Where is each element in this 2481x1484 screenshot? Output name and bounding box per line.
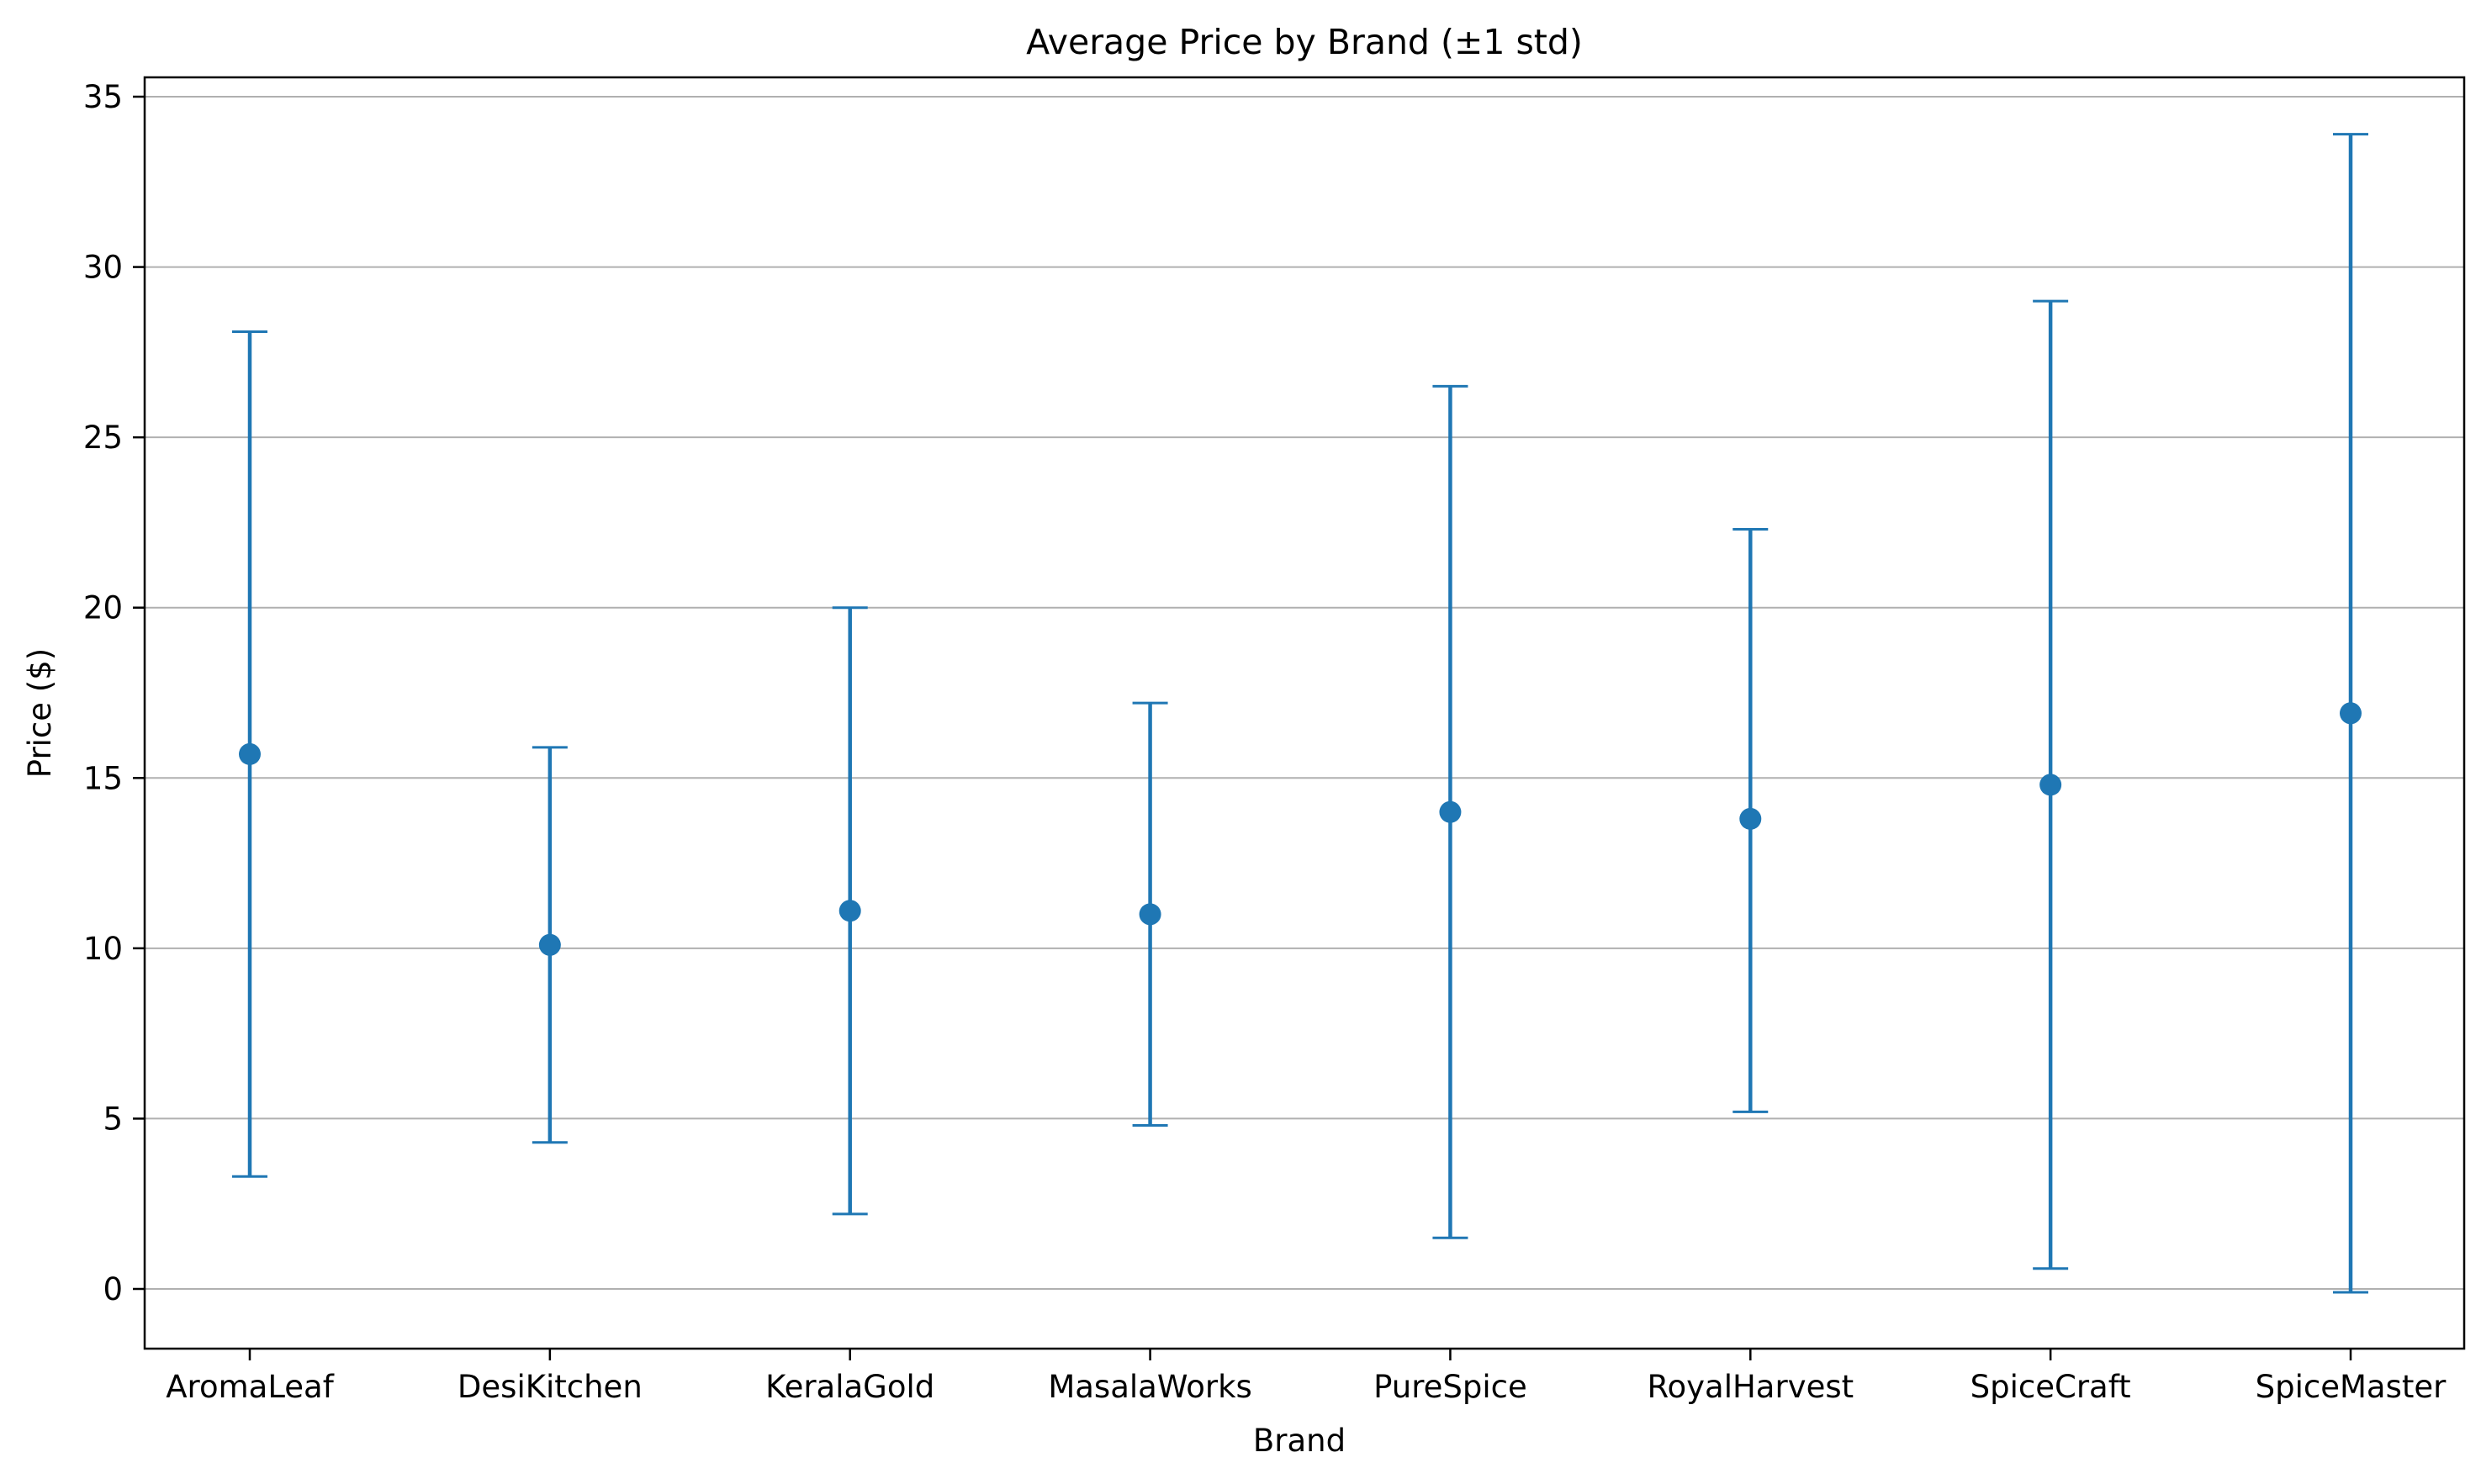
y-tick-label: 0 [103, 1271, 123, 1307]
y-tick-label: 15 [83, 760, 123, 796]
x-tick-label: SpiceCraft [1971, 1369, 2131, 1405]
y-tick-label: 20 [83, 590, 123, 626]
y-axis-label: Price ($) [22, 648, 58, 778]
y-tick-label: 5 [103, 1101, 123, 1137]
mean-point [538, 933, 561, 956]
mean-point [838, 900, 861, 922]
mean-point [2340, 702, 2362, 725]
chart-title: Average Price by Brand (±1 std) [1026, 22, 1583, 62]
y-tick-label: 10 [83, 931, 123, 967]
mean-point [1439, 800, 1462, 823]
mean-point [2039, 774, 2062, 796]
x-tick-label: AromaLeaf [166, 1369, 334, 1405]
mean-point [1139, 903, 1161, 926]
y-tick-label: 30 [83, 250, 123, 286]
x-tick-label: RoyalHarvest [1647, 1369, 1854, 1405]
x-tick-label: DesiKitchen [458, 1369, 643, 1405]
x-axis-label: Brand [1253, 1423, 1346, 1459]
x-tick-label: MasalaWorks [1048, 1369, 1251, 1405]
grid-lines [145, 96, 2464, 1290]
y-axis: 0 5 10 15 20 25 30 35 [83, 79, 145, 1307]
x-axis: AromaLeaf DesiKitchen KeralaGold MasalaWork… [166, 1349, 2447, 1405]
y-tick-label: 25 [83, 420, 123, 456]
mean-point [239, 742, 261, 765]
error-bar-series [232, 133, 2368, 1294]
y-tick-label: 35 [83, 79, 123, 115]
plot-frame [143, 76, 2466, 1350]
x-tick-label: PureSpice [1373, 1369, 1527, 1405]
x-tick-label: KeralaGold [765, 1369, 934, 1405]
x-tick-label: SpiceMaster [2256, 1369, 2447, 1405]
mean-point [1739, 807, 1762, 830]
